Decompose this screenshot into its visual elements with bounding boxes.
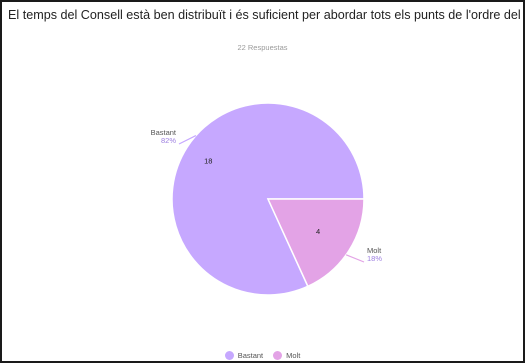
slice-label-molt: Molt xyxy=(367,246,382,255)
slice-label-bastant: Bastant xyxy=(151,128,177,137)
legend-label-molt: Molt xyxy=(286,351,301,360)
response-count: 22 Respuestas xyxy=(237,43,288,52)
pie-slice-molt[interactable] xyxy=(266,198,365,288)
pie-slice-bastant[interactable] xyxy=(171,102,365,296)
legend-label-bastant: Bastant xyxy=(237,351,264,360)
slice-value-bastant: 18 xyxy=(204,157,212,166)
legend-item-bastant[interactable]: Bastant xyxy=(224,351,264,360)
slice-percent-bastant: 82% xyxy=(161,136,176,145)
slice-value-molt: 4 xyxy=(316,227,320,236)
chart-title: El temps del Consell està ben distribuït… xyxy=(8,8,525,22)
legend-swatch-molt xyxy=(273,351,283,360)
chart-legend: Bastant Molt xyxy=(2,351,523,360)
legend-item-molt[interactable]: Molt xyxy=(273,351,300,360)
leader-line-molt xyxy=(345,254,365,263)
legend-swatch-bastant xyxy=(224,351,234,360)
slice-percent-molt: 18% xyxy=(367,254,382,263)
leader-line-bastant xyxy=(178,135,197,145)
